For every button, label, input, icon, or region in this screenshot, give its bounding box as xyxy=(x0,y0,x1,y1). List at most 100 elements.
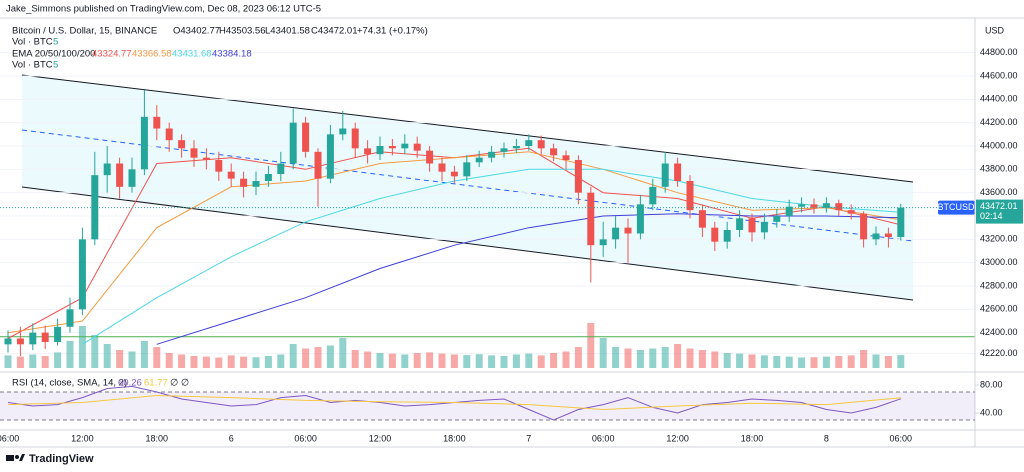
ema-value: 43366.58 xyxy=(132,49,172,60)
candle-body xyxy=(500,148,508,152)
volume-bar xyxy=(388,353,396,368)
candle-body xyxy=(91,175,99,240)
candle-body xyxy=(773,216,781,222)
candle-body xyxy=(649,186,657,205)
candle-body xyxy=(748,218,756,233)
candle-body xyxy=(202,157,210,160)
countdown: 02:14 xyxy=(980,211,1003,221)
volume-bar xyxy=(773,356,781,368)
volume-bar xyxy=(723,353,731,368)
rsi-ma-value: 61.77 xyxy=(144,378,168,389)
candle-body xyxy=(227,171,235,179)
candle-body xyxy=(612,227,620,240)
volume-bar xyxy=(450,354,458,368)
ema-value: 43384.18 xyxy=(212,49,252,60)
volume-bar xyxy=(227,355,235,368)
volume-bar xyxy=(711,351,719,368)
volume-bar xyxy=(277,354,285,368)
candle-body xyxy=(512,146,520,149)
candle-body xyxy=(550,148,558,156)
x-tick-label: 06:00 xyxy=(0,433,19,443)
volume-bar xyxy=(215,357,223,368)
volume-bar xyxy=(674,344,682,368)
volume-bar xyxy=(587,323,595,368)
y-tick-label: 44800.00 xyxy=(980,47,1018,57)
volume-bar xyxy=(116,350,124,368)
candle-body xyxy=(116,163,124,187)
volume-bar xyxy=(612,347,620,368)
candle-body xyxy=(674,163,682,181)
channel-lower xyxy=(21,186,914,301)
candle-body xyxy=(450,171,458,177)
volume-bar xyxy=(686,348,694,368)
candle-body xyxy=(599,239,607,246)
rsi-pane: 80.00 40.00 xyxy=(0,379,1003,421)
volume-bar xyxy=(103,344,111,368)
candle-body xyxy=(822,203,830,208)
volume-bar xyxy=(339,338,347,368)
candle-body xyxy=(723,230,731,242)
candle-body xyxy=(4,338,12,345)
volume-bar xyxy=(512,354,520,368)
x-tick-label: 7 xyxy=(526,433,531,443)
y-tick-label: 44600.00 xyxy=(980,70,1018,80)
candle-body xyxy=(835,203,843,211)
y-tick-label: 42600.00 xyxy=(980,304,1018,314)
candle-body xyxy=(760,221,768,233)
candle-body xyxy=(29,332,37,345)
volume-bar xyxy=(202,356,210,368)
candle-body xyxy=(66,309,74,327)
candle-body xyxy=(190,148,198,158)
candle-body xyxy=(661,163,669,187)
candle-body xyxy=(897,207,905,237)
volume-bar xyxy=(562,351,570,368)
volume-bar xyxy=(860,350,868,368)
volume-bar xyxy=(835,356,843,368)
candle-body xyxy=(736,218,744,230)
volume-bar xyxy=(289,344,297,368)
candle-body xyxy=(810,204,818,208)
volume-bar xyxy=(252,357,260,368)
y-tick-label: 44200.00 xyxy=(980,117,1018,127)
volume-bar xyxy=(897,355,905,368)
y-tick-label: 43200.00 xyxy=(980,234,1018,244)
footer-brand: TradingView xyxy=(29,453,94,465)
volume-bar xyxy=(475,354,483,368)
candle-body xyxy=(636,204,644,234)
volume-bar xyxy=(426,352,434,368)
rsi-title: RSI (14, close, SMA, 14, 2) xyxy=(12,378,127,389)
candle-body xyxy=(401,143,409,149)
volume-bar xyxy=(29,354,37,368)
ema-label: EMA 20/50/100/200 xyxy=(12,49,95,60)
volume-bar xyxy=(376,353,384,368)
candle-body xyxy=(78,239,86,310)
volume-bar xyxy=(351,350,359,368)
candle-body xyxy=(165,128,173,141)
axis-unit: USD xyxy=(985,25,1005,35)
volume-bar xyxy=(574,347,582,368)
symbol-tag-box xyxy=(938,200,975,215)
candle-body xyxy=(872,233,880,240)
x-tick-label: 18:00 xyxy=(146,433,169,443)
volume-bar xyxy=(822,356,830,368)
channel-upper xyxy=(21,74,914,183)
volume-bar xyxy=(736,353,744,368)
volume-bar xyxy=(264,356,272,368)
candle-body xyxy=(376,146,384,155)
candle-body xyxy=(388,146,396,149)
ohlc-close: C43472.01 xyxy=(311,26,357,37)
candle-body xyxy=(525,140,533,146)
ema-value: 43324.77 xyxy=(92,49,132,60)
candle-body xyxy=(574,160,582,193)
volume-bar xyxy=(847,355,855,368)
y-tick-label: 44000.00 xyxy=(980,140,1018,150)
volume-bar xyxy=(413,353,421,368)
candle-body xyxy=(426,150,434,164)
volume-bar xyxy=(78,326,86,368)
volume-bar xyxy=(41,356,49,368)
ema-line xyxy=(82,168,901,345)
volume-bar xyxy=(636,350,644,368)
